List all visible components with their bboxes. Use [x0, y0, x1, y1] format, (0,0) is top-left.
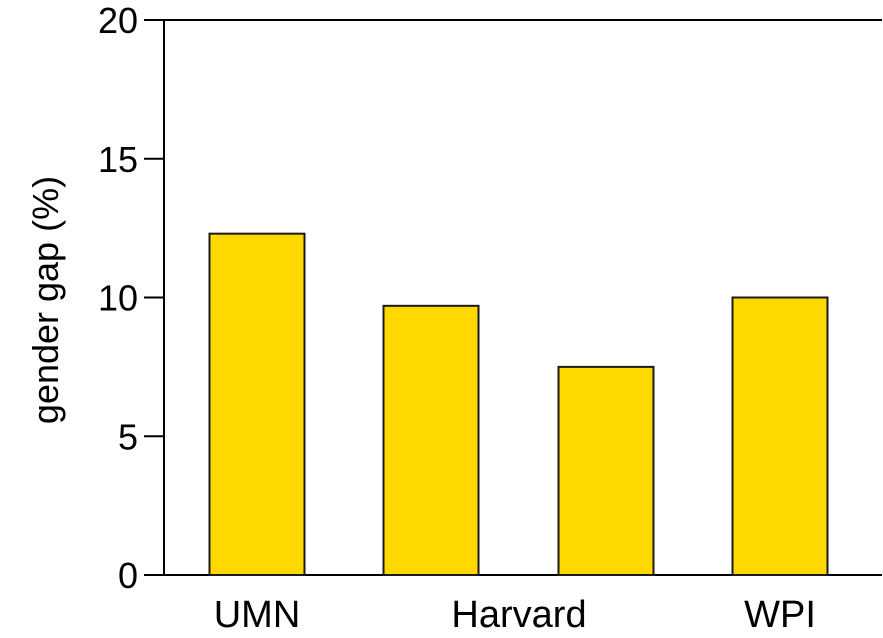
y-tick-label: 15 [98, 139, 138, 180]
x-category-label: UMN [214, 594, 301, 636]
y-tick-label: 0 [118, 555, 138, 596]
bar [382, 304, 480, 576]
x-category-label: Harvard [451, 594, 586, 636]
y-tick-label: 20 [98, 0, 138, 41]
bars [208, 232, 829, 577]
bar [208, 232, 306, 577]
x-category-label: WPI [744, 594, 816, 636]
y-tick-label: 10 [98, 278, 138, 319]
x-labels: UMN Harvard WPI [214, 594, 816, 636]
y-axis-label: gender gap (%) [25, 176, 66, 424]
y-tick-label: 5 [118, 416, 138, 457]
bar [731, 296, 829, 576]
y-ticks: 0 5 10 15 20 [98, 0, 164, 596]
bar [557, 365, 655, 576]
